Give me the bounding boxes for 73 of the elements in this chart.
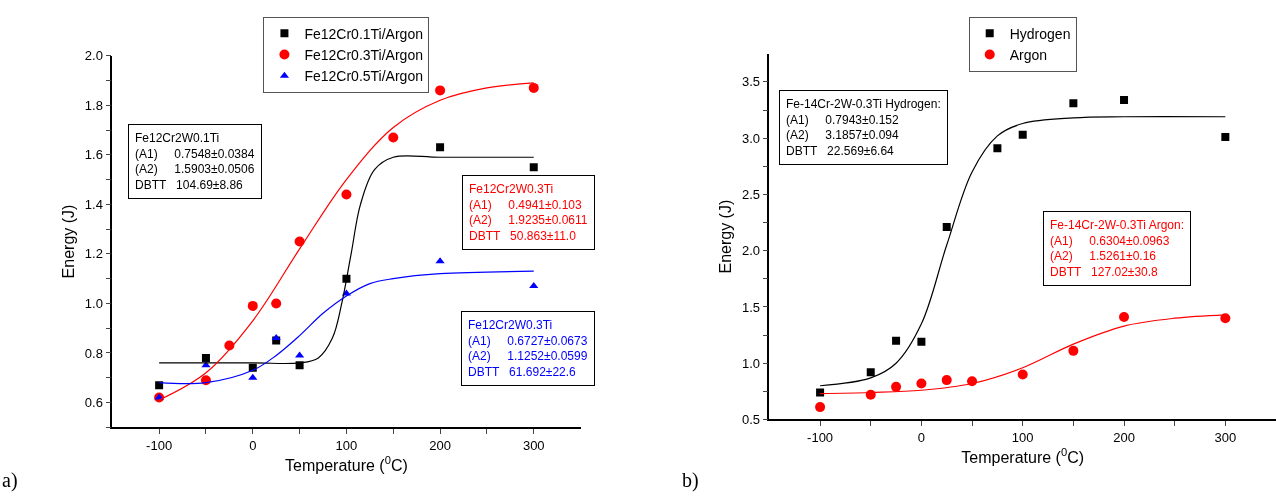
y-tick-label: 1.5 xyxy=(742,299,761,315)
x-tick-label: 200 xyxy=(1113,429,1135,445)
x-tick-label: 0 xyxy=(917,429,926,445)
point xyxy=(815,402,826,413)
point xyxy=(1068,345,1079,356)
y-tick-label: 1.4 xyxy=(84,196,103,212)
annotation: Fe12Cr2W0.3Ti (A1) 0.4941±0.103 (A2) 1.9235±0.0611 DBTT 50.863±11.0 xyxy=(469,182,588,243)
point xyxy=(1069,99,1078,108)
legend-label: Fe12Cr0.3Ti/Argon xyxy=(304,47,423,63)
point xyxy=(891,381,902,392)
y-tick-label: 1.0 xyxy=(742,355,761,371)
y-tick-label: 2.0 xyxy=(84,48,103,64)
x-tick-label: 300 xyxy=(522,437,545,453)
y-tick-label: 1.8 xyxy=(84,97,103,113)
point xyxy=(1119,312,1130,323)
point xyxy=(341,189,352,200)
point xyxy=(529,163,538,172)
point xyxy=(201,353,210,362)
y-tick-label: 0.8 xyxy=(84,345,103,361)
point xyxy=(1017,369,1028,380)
point xyxy=(1220,313,1231,324)
x-tick-label: 300 xyxy=(1214,429,1237,445)
y-tick-label: 0.6 xyxy=(84,395,103,411)
annotation: Fe-14Cr-2W-0.3Ti Hydrogen: (A1) 0.7943±0.152 (A2) 3.1857±0.094 DBTT 22.569±6.64 xyxy=(786,97,941,158)
point xyxy=(388,132,399,143)
point xyxy=(1018,130,1027,139)
x-axis-title: Temperature ($^{0}$C) xyxy=(285,454,408,474)
annotation: Fe12Cr2W0.1Ti (A1) 0.7548±0.0384 (A2) 1.5903±0.0506 DBTT 104.69±8.86 xyxy=(135,131,255,192)
point xyxy=(1221,133,1230,142)
x-tick-label: 100 xyxy=(335,437,358,453)
y-tick-label: 2.5 xyxy=(742,186,761,202)
point xyxy=(892,336,901,345)
legend-label: Argon xyxy=(1009,47,1048,63)
point xyxy=(941,375,952,386)
point xyxy=(917,337,926,346)
x-tick-label: -100 xyxy=(807,429,834,445)
line-series xyxy=(819,116,1226,387)
x-tick-label: 100 xyxy=(1011,429,1034,445)
point xyxy=(866,368,875,377)
annotation: Fe-14Cr-2W-0.3Ti Argon: (A1) 0.6304±0.0963 (A2) 1.5261±0.16 DBTT 127.02±30.8 xyxy=(1050,218,1185,279)
y-tick-label: 3.5 xyxy=(742,74,761,90)
y-axis-title: Energy (J) xyxy=(717,199,735,274)
y-axis-title: Energy (J) xyxy=(60,204,78,279)
point xyxy=(155,381,164,390)
legend-label: Fe12Cr0.1Ti/Argon xyxy=(304,25,423,42)
point xyxy=(1120,95,1129,104)
x-tick-label: 200 xyxy=(429,437,451,453)
y-tick-label: 2.0 xyxy=(742,243,761,259)
x-tick-label: 0 xyxy=(249,437,257,453)
legend-label: Fe12Cr0.5Ti/Argon xyxy=(304,68,423,85)
point xyxy=(247,300,258,311)
point xyxy=(916,378,927,389)
text: b) xyxy=(682,469,699,492)
x-axis-title: Temperature ($^{0}$C) xyxy=(961,446,1085,467)
y-tick-label: 1.2 xyxy=(84,246,103,262)
y-tick-label: 0.5 xyxy=(742,412,761,428)
point xyxy=(248,373,258,380)
point xyxy=(271,298,282,309)
point xyxy=(529,282,539,289)
y-tick-label: 1.0 xyxy=(84,295,103,311)
legend-label: Hydrogen xyxy=(1009,25,1071,42)
x-tick-label: -100 xyxy=(146,437,173,453)
y-tick-label: 3.0 xyxy=(742,130,761,146)
point xyxy=(435,85,446,96)
annotation: Fe12Cr2W0.3Ti (A1) 0.6727±0.0673 (A2) 1.1252±0.0599 DBTT 61.692±22.6 xyxy=(468,318,588,379)
point xyxy=(816,388,825,397)
point xyxy=(993,144,1002,153)
y-tick-label: 1.6 xyxy=(84,147,103,163)
point xyxy=(528,82,539,93)
point xyxy=(942,223,951,232)
point xyxy=(271,334,281,341)
text: a) xyxy=(2,469,18,492)
point xyxy=(436,143,445,152)
